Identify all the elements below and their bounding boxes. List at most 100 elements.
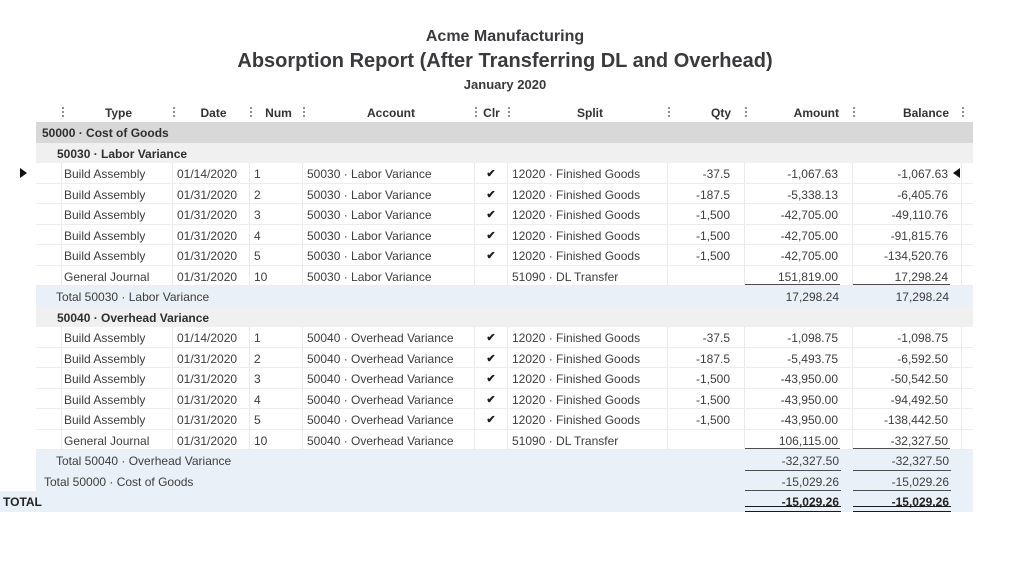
txn-amount: -1,067.63 [745, 163, 853, 183]
transaction-row[interactable]: Build Assembly 01/31/2020 3 50030 · Labor V… [36, 204, 973, 225]
txn-account: 50040 · Overhead Variance [303, 388, 475, 408]
indent-cell [36, 368, 62, 388]
transaction-row[interactable]: General Journal 01/31/2020 10 50040 · Overh… [36, 429, 973, 450]
txn-split: 12020 · Finished Goods [508, 409, 668, 429]
indent-cell [36, 204, 62, 224]
cleared-check-icon: ✔ [475, 327, 508, 347]
cleared-check-icon: ✔ [475, 409, 508, 429]
transaction-row[interactable]: Build Assembly 01/31/2020 3 50040 · Overhea… [36, 368, 973, 389]
txn-type: Build Assembly [62, 204, 173, 224]
txn-type: Build Assembly [62, 163, 173, 183]
txn-date: 01/14/2020 [173, 327, 250, 347]
txn-split: 12020 · Finished Goods [508, 163, 668, 183]
column-resize-handle[interactable] [250, 107, 252, 119]
txn-qty: -1,500 [668, 224, 745, 244]
edge-cell [962, 450, 973, 471]
txn-balance: -32,327.50 [853, 429, 962, 449]
edge-cell [962, 184, 973, 204]
column-resize-handle[interactable] [508, 107, 510, 119]
edge-cell [962, 327, 973, 347]
txn-date: 01/31/2020 [173, 429, 250, 449]
transaction-row[interactable]: General Journal 01/31/2020 10 50030 · Labor… [36, 265, 973, 286]
transaction-row[interactable]: Build Assembly 01/14/2020 1 50040 · Overhea… [36, 327, 973, 348]
total-balance: 17,298.24 [895, 290, 949, 304]
header-amount: Amount [793, 106, 839, 120]
txn-amount: -42,705.00 [745, 204, 853, 224]
column-resize-handle[interactable] [668, 107, 670, 119]
txn-split: 12020 · Finished Goods [508, 327, 668, 347]
transaction-row[interactable]: Build Assembly 01/31/2020 2 50030 · Labor V… [36, 183, 973, 204]
edge-cell [962, 430, 973, 450]
edge-cell [962, 143, 973, 164]
txn-amount: -42,705.00 [745, 224, 853, 244]
indent-cell [36, 265, 62, 285]
cleared-check-icon: ✔ [475, 245, 508, 265]
total-balance: -32,327.50 [853, 450, 962, 471]
txn-date: 01/31/2020 [173, 204, 250, 224]
txn-type: Build Assembly [62, 409, 173, 429]
transaction-row[interactable]: Build Assembly 01/31/2020 4 50040 · Overhea… [36, 388, 973, 409]
edge-cell [962, 491, 973, 512]
txn-account: 50030 · Labor Variance [303, 265, 475, 285]
txn-qty: -187.5 [668, 183, 745, 203]
txn-type: General Journal [62, 429, 173, 449]
column-resize-handle[interactable] [745, 107, 747, 119]
txn-num: 2 [250, 183, 303, 203]
header-num: Num [265, 106, 292, 120]
txn-split: 12020 · Finished Goods [508, 204, 668, 224]
txn-num: 10 [250, 429, 303, 449]
column-resize-handle[interactable] [62, 107, 64, 119]
txn-account: 50030 · Labor Variance [303, 163, 475, 183]
header-balance: Balance [902, 106, 949, 120]
txn-split: 51090 · DL Transfer [508, 265, 668, 285]
edge-cell [962, 348, 973, 368]
transaction-row[interactable]: Build Assembly 01/31/2020 5 50030 · Labor V… [36, 245, 973, 266]
cleared-check-icon: ✔ [475, 183, 508, 203]
column-resize-handle[interactable] [475, 107, 477, 119]
txn-date: 01/14/2020 [173, 163, 250, 183]
indent-cell [36, 245, 62, 265]
subgroup-row: 50030 · Labor Variance [36, 142, 973, 164]
header-account: Account [367, 106, 415, 120]
txn-date: 01/31/2020 [173, 224, 250, 244]
column-resize-handle[interactable] [303, 107, 305, 119]
company-name: Acme Manufacturing [425, 28, 585, 45]
txn-balance: -134,520.76 [853, 245, 962, 265]
table-header-row: Type Date Num Account Clr Split Qty Amou… [36, 103, 973, 122]
indent-cell [36, 409, 62, 429]
column-resize-handle[interactable] [853, 107, 855, 119]
txn-num: 2 [250, 347, 303, 367]
column-resize-handle[interactable] [962, 107, 964, 119]
transaction-row[interactable]: Build Assembly 01/14/2020 1 50030 · Labor V… [20, 163, 973, 184]
transaction-row[interactable]: Build Assembly 01/31/2020 4 50030 · Labor V… [36, 224, 973, 245]
header-date: Date [200, 106, 227, 120]
indent-cell [36, 183, 62, 203]
txn-split: 12020 · Finished Goods [508, 347, 668, 367]
txn-type: Build Assembly [62, 245, 173, 265]
header-split: Split [577, 106, 603, 120]
total-label: Total 50000 · Cost of Goods [44, 474, 194, 489]
total-balance: -15,029.26 [853, 491, 962, 512]
txn-type: Build Assembly [62, 183, 173, 203]
transaction-row[interactable]: Build Assembly 01/31/2020 2 50040 · Overhea… [36, 347, 973, 368]
txn-balance: -50,542.50 [853, 368, 962, 388]
total-label: Total 50040 · Overhead Variance [56, 454, 232, 468]
txn-type: General Journal [62, 265, 173, 285]
total-balance: -15,029.26 [853, 471, 962, 492]
column-resize-handle[interactable] [173, 107, 175, 119]
txn-account: 50030 · Labor Variance [303, 204, 475, 224]
txn-split: 51090 · DL Transfer [508, 429, 668, 449]
indent-cell [36, 388, 62, 408]
txn-account: 50040 · Overhead Variance [303, 347, 475, 367]
txn-type: Build Assembly [62, 368, 173, 388]
edge-cell [962, 409, 973, 429]
txn-num: 4 [250, 224, 303, 244]
txn-qty [668, 265, 745, 285]
edge-cell [962, 245, 973, 265]
total-amount: 17,298.24 [785, 290, 839, 304]
transaction-row[interactable]: Build Assembly 01/31/2020 5 50040 · Overhea… [36, 409, 973, 430]
txn-num: 5 [250, 409, 303, 429]
edge-cell [962, 368, 973, 388]
txn-qty: -1,500 [668, 388, 745, 408]
txn-account: 50040 · Overhead Variance [303, 327, 475, 347]
